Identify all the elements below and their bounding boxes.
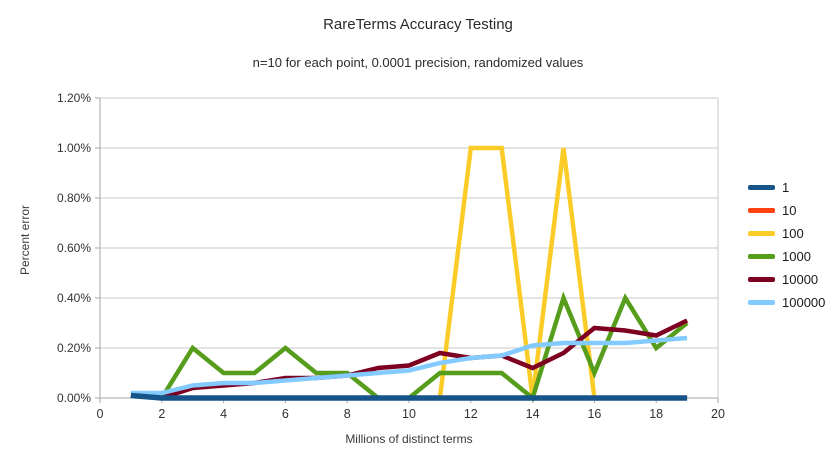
x-tick-label: 14 — [526, 407, 540, 421]
y-tick-label: 1.20% — [57, 91, 91, 105]
x-tick-label: 8 — [344, 407, 351, 421]
x-tick-label: 18 — [649, 407, 663, 421]
y-tick-label: 1.00% — [57, 141, 91, 155]
legend-label: 10000 — [782, 271, 819, 287]
x-tick-label: 2 — [158, 407, 165, 421]
legend-item-1: 1 — [748, 179, 825, 195]
series-line-100000 — [130, 335, 688, 396]
legend-label: 1 — [782, 179, 790, 195]
legend-item-100000: 100000 — [748, 294, 826, 310]
chart-subtitle: n=10 for each point, 0.0001 precision, r… — [252, 55, 584, 70]
x-tick-label: 6 — [282, 407, 289, 421]
x-tick-label: 12 — [464, 407, 478, 421]
legend: 1 10 100 1000 10000 100000 — [748, 180, 825, 318]
legend-item-10000: 10000 — [748, 271, 825, 287]
y-tick-label: 0.60% — [57, 241, 91, 255]
legend-swatch-icon — [748, 207, 775, 213]
series-line-1 — [130, 392, 688, 401]
legend-swatch-icon — [748, 253, 775, 259]
legend-item-10: 10 — [748, 202, 825, 218]
y-tick-label: 0.20% — [57, 341, 91, 355]
legend-label: 100 — [782, 225, 804, 241]
legend-label: 1000 — [782, 248, 811, 264]
legend-swatch-icon — [748, 299, 775, 305]
legend-swatch-icon — [748, 184, 775, 190]
x-axis-title: Millions of distinct terms — [345, 432, 473, 446]
series-line-10000 — [130, 318, 689, 401]
y-tick-label: 0.40% — [57, 291, 91, 305]
legend-label: 10 — [782, 202, 797, 218]
y-tick-label: 0.80% — [57, 191, 91, 205]
x-tick-label: 4 — [220, 407, 227, 421]
x-tick-label: 0 — [97, 407, 104, 421]
y-axis-title: Percent error — [18, 205, 32, 276]
legend-item-1000: 1000 — [748, 248, 825, 264]
legend-label: 100000 — [782, 294, 826, 310]
x-tick-label: 20 — [711, 407, 725, 421]
y-tick-label: 0.00% — [57, 391, 91, 405]
legend-swatch-icon — [748, 276, 775, 282]
legend-item-100: 100 — [748, 225, 825, 241]
x-tick-label: 16 — [587, 407, 601, 421]
series-line-100 — [130, 145, 688, 401]
x-tick-label: 10 — [402, 407, 416, 421]
legend-swatch-icon — [748, 230, 775, 236]
chart-title: RareTerms Accuracy Testing — [323, 16, 513, 33]
